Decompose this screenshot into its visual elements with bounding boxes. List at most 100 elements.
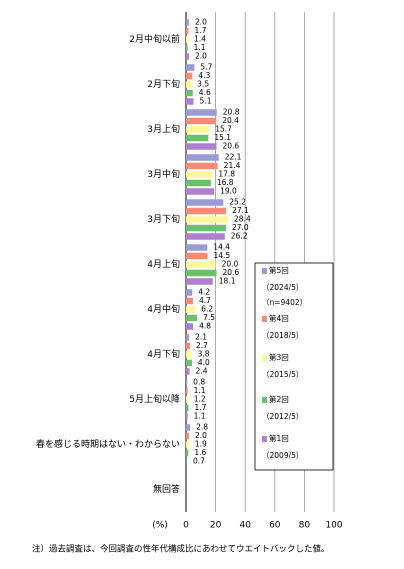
value-label: 14.5 — [213, 251, 230, 260]
value-label: 15.7 — [215, 125, 232, 134]
value-label: 4.3 — [198, 71, 210, 80]
value-label: 0.8 — [193, 378, 205, 387]
legend-detail: （n=9402） — [262, 298, 307, 307]
value-label: 16.8 — [217, 178, 234, 187]
value-label: 4.8 — [199, 322, 211, 331]
legend-detail: （2024/5） — [262, 283, 303, 292]
legend-swatch — [262, 316, 267, 322]
legend-swatch — [262, 436, 267, 442]
bar — [186, 98, 194, 105]
legend-detail: （2015/5） — [262, 370, 303, 379]
value-label: 15.1 — [214, 133, 231, 142]
value-label: 27.1 — [232, 206, 249, 215]
bar — [186, 233, 225, 240]
value-label: 2.4 — [196, 367, 208, 376]
value-label: 25.2 — [229, 198, 246, 207]
bar — [186, 19, 189, 26]
value-label: 26.2 — [231, 232, 248, 241]
value-label: 1.9 — [195, 440, 207, 449]
value-label: 20.0 — [222, 260, 239, 269]
value-label: 3.5 — [197, 80, 209, 89]
bar — [186, 458, 188, 465]
value-label: 19.0 — [220, 187, 237, 196]
bar — [186, 359, 192, 367]
bar — [186, 27, 189, 35]
bar — [186, 351, 192, 358]
value-label: 17.8 — [218, 170, 235, 179]
legend-swatch — [262, 355, 267, 361]
x-axis-label: (%) — [152, 521, 168, 531]
bar — [186, 306, 196, 313]
note: 注）過去調査は、今回調査の性年代構成比にあわせてウエイトバックした値。 — [32, 544, 330, 555]
bar — [186, 314, 198, 322]
value-label: 4.2 — [198, 288, 210, 297]
value-label: 0.7 — [193, 457, 205, 466]
value-label: 4.0 — [198, 358, 210, 367]
bar — [186, 404, 189, 412]
value-label: 5.7 — [200, 63, 212, 72]
value-label: 2.7 — [196, 341, 208, 350]
value-label: 1.1 — [194, 412, 206, 421]
value-label: 1.7 — [195, 26, 207, 35]
bar — [186, 334, 190, 341]
bar — [186, 413, 188, 420]
y-tick-label: 2月中旬以前 — [129, 33, 180, 45]
legend-detail: （2018/5） — [262, 331, 303, 340]
value-label: 2.1 — [195, 333, 207, 342]
bar — [186, 89, 193, 97]
bar — [186, 424, 191, 431]
y-tick-label: 3月上旬 — [147, 123, 180, 135]
y-tick-label: 4月上旬 — [147, 258, 180, 270]
legend-swatch — [262, 397, 267, 403]
value-label: 5.1 — [200, 97, 212, 106]
bar — [186, 449, 189, 457]
value-label: 2.0 — [195, 431, 207, 440]
bar — [186, 387, 188, 395]
legend-swatch — [262, 268, 267, 274]
x-tick-label: 60 — [269, 521, 281, 531]
y-tick-label: 春を感じる時期はない・わからない — [36, 438, 180, 450]
value-label: 1.2 — [194, 395, 206, 404]
value-label: 20.4 — [222, 116, 239, 125]
bar — [186, 379, 188, 386]
bar — [186, 368, 190, 375]
bar — [186, 72, 193, 80]
bar — [186, 216, 229, 223]
bar — [186, 162, 218, 170]
bar — [186, 323, 194, 330]
value-label: 2.0 — [195, 18, 207, 27]
value-label: 2.0 — [195, 52, 207, 61]
bar — [186, 224, 226, 232]
value-label: 3.8 — [198, 350, 210, 359]
bar — [186, 342, 190, 350]
value-label: 4.6 — [199, 88, 211, 97]
bar — [186, 36, 189, 43]
bar — [186, 252, 208, 260]
value-label: 1.1 — [194, 43, 206, 52]
value-label: 4.7 — [199, 296, 211, 305]
y-tick-label: 3月下旬 — [147, 213, 180, 225]
x-tick-label: 80 — [299, 521, 311, 531]
legend-detail: （2012/5） — [262, 412, 303, 421]
bar — [186, 261, 216, 268]
value-label: 21.4 — [224, 161, 241, 170]
legend-label: 第4回 — [269, 313, 289, 323]
bar — [186, 432, 189, 440]
legend-detail: （2009/5） — [262, 451, 303, 460]
value-label: 2.8 — [196, 423, 208, 432]
y-tick-label: 2月下旬 — [147, 78, 180, 90]
bar — [186, 171, 213, 178]
value-label: 1.4 — [194, 35, 206, 44]
bar — [186, 244, 208, 251]
value-label: 20.6 — [222, 142, 239, 151]
value-label: 14.4 — [213, 243, 230, 252]
x-tick-label: 20 — [210, 521, 222, 531]
bar — [186, 64, 195, 71]
bar — [186, 297, 193, 305]
bar — [186, 81, 192, 88]
value-label: 18.1 — [219, 277, 236, 286]
bar — [186, 126, 210, 133]
x-tick-label: 0 — [183, 521, 189, 531]
bar — [186, 188, 215, 195]
